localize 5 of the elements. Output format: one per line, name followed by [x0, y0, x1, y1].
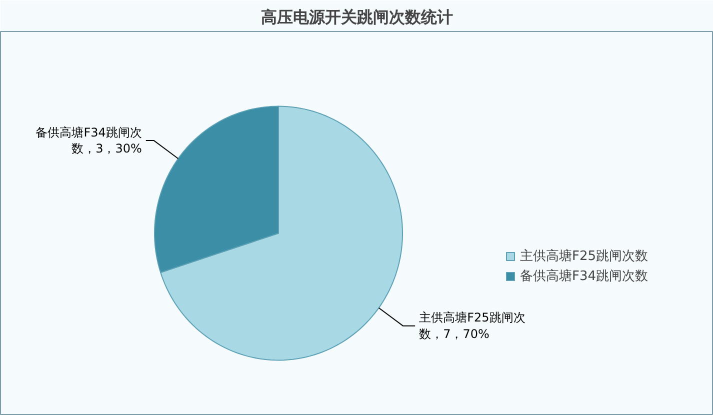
legend-label: 备供高塘F34跳闸次数 [520, 268, 648, 285]
chart-title: 高压电源开关跳闸次数统计 [261, 8, 453, 26]
data-label: 主供高塘F25跳闸次数，7，70% [419, 310, 526, 342]
data-label: 备供高塘F34跳闸次数，3，30% [36, 125, 142, 156]
legend-label: 主供高塘F25跳闸次数 [520, 248, 648, 265]
